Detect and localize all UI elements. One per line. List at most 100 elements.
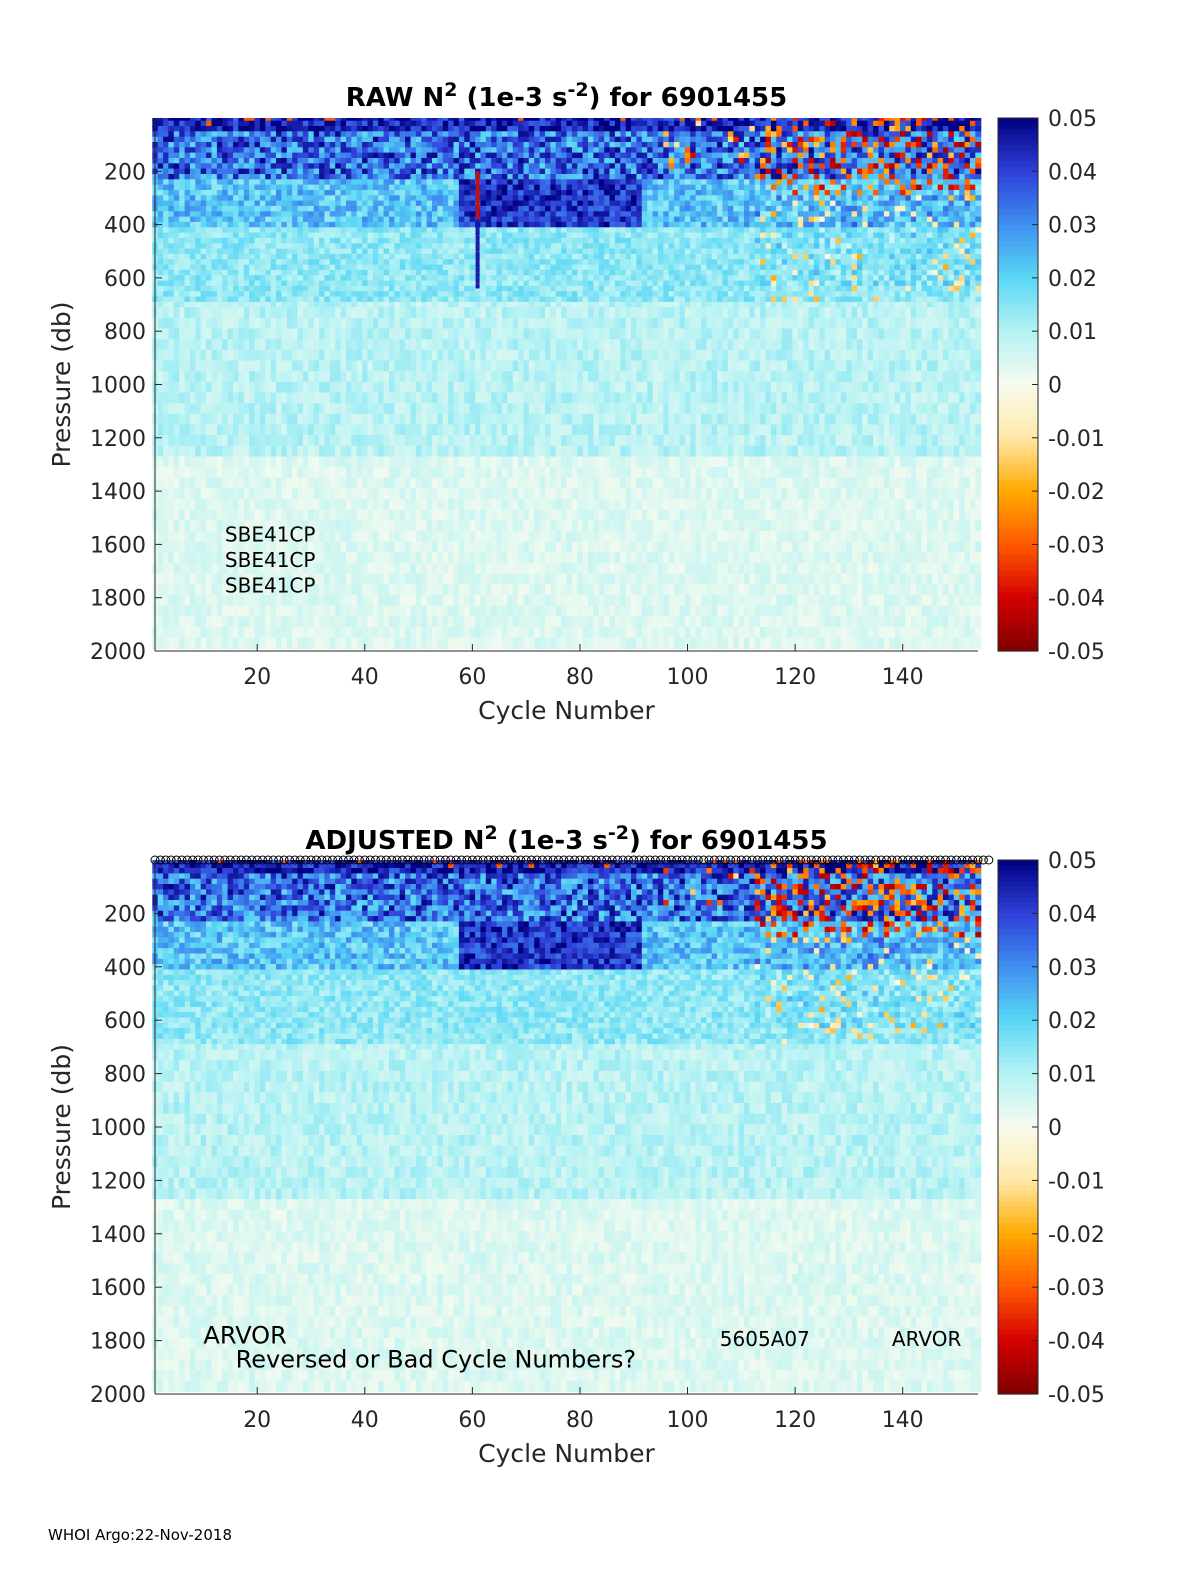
- heatmap-cell: [421, 573, 428, 585]
- heatmap-cell: [496, 371, 503, 383]
- heatmap-cell: [200, 424, 207, 436]
- heatmap-cell: [453, 445, 460, 458]
- heatmap-cell: [276, 531, 282, 543]
- heatmap-cell: [222, 269, 229, 276]
- heatmap-cell: [254, 232, 261, 239]
- heatmap-cell: [249, 126, 256, 132]
- heatmap-cell: [502, 424, 508, 436]
- heatmap-cell: [458, 371, 465, 383]
- heatmap-cell: [211, 118, 218, 122]
- heatmap-cell: [437, 488, 444, 500]
- heatmap-cell: [502, 179, 508, 186]
- heatmap-cell: [195, 573, 202, 585]
- heatmap-cell: [254, 424, 261, 436]
- heatmap-cell: [545, 131, 551, 138]
- heatmap-cell: [216, 573, 223, 585]
- heatmap-cell: [464, 147, 471, 154]
- heatmap-cell: [480, 392, 487, 404]
- heatmap-cell: [292, 163, 299, 170]
- heatmap-cell: [389, 291, 395, 298]
- heatmap-cell: [227, 381, 234, 394]
- heatmap-cell: [190, 136, 196, 143]
- heatmap-cell: [534, 307, 541, 319]
- heatmap-cell: [297, 595, 304, 607]
- heatmap-cell: [432, 264, 438, 271]
- heatmap-cell: [378, 499, 385, 511]
- heatmap-cell: [346, 243, 352, 250]
- heatmap-cell: [528, 488, 535, 500]
- heatmap-cell: [324, 435, 331, 447]
- heatmap-cell: [281, 301, 288, 308]
- heatmap-cell: [410, 296, 417, 303]
- heatmap-cell: [222, 328, 229, 340]
- heatmap-cell: [437, 291, 444, 298]
- heatmap-cell: [335, 280, 342, 287]
- heatmap-cell: [464, 573, 471, 585]
- heatmap-cell: [389, 520, 395, 532]
- heatmap-cell: [518, 403, 525, 415]
- heatmap-cell: [222, 541, 229, 553]
- heatmap-cell: [157, 616, 164, 628]
- heatmap-cell: [415, 381, 422, 394]
- heatmap-cell: [523, 259, 530, 266]
- heatmap-cell: [383, 190, 390, 196]
- heatmap-cell: [286, 179, 293, 186]
- heatmap-cell: [405, 584, 412, 596]
- heatmap-cell: [362, 216, 369, 223]
- heatmap-cell: [324, 488, 331, 500]
- heatmap-cell: [254, 552, 261, 564]
- heatmap-cell: [227, 211, 234, 218]
- heatmap-cell: [442, 339, 449, 351]
- heatmap-cell: [410, 269, 417, 276]
- heatmap-cell: [319, 541, 326, 553]
- heatmap-cell: [518, 563, 525, 575]
- heatmap-cell: [200, 339, 207, 351]
- heatmap-cell: [168, 190, 175, 196]
- heatmap-cell: [539, 158, 546, 164]
- heatmap-cell: [410, 227, 417, 234]
- heatmap-cell: [507, 200, 514, 207]
- heatmap-cell: [399, 248, 406, 255]
- heatmap-cell: [340, 520, 347, 532]
- heatmap-cell: [367, 371, 374, 383]
- heatmap-cell: [432, 179, 438, 186]
- heatmap-cell: [415, 126, 422, 132]
- heatmap-cell: [496, 205, 503, 212]
- heatmap-cell: [281, 477, 288, 490]
- heatmap-cell: [265, 280, 272, 287]
- heatmap-cell: [362, 259, 369, 266]
- heatmap-cell: [372, 163, 379, 170]
- heatmap-cell: [259, 413, 266, 426]
- heatmap-cell: [545, 142, 551, 148]
- heatmap-cell: [276, 205, 282, 212]
- heatmap-cell: [195, 259, 202, 266]
- heatmap-cell: [195, 120, 202, 127]
- heatmap-cell: [405, 573, 412, 585]
- heatmap-cell: [157, 637, 164, 649]
- heatmap-cell: [233, 488, 239, 500]
- heatmap-cell: [346, 573, 352, 585]
- heatmap-cell: [480, 147, 487, 154]
- heatmap-cell: [335, 552, 342, 564]
- heatmap-cell: [453, 200, 460, 207]
- heatmap-cell: [190, 499, 196, 511]
- heatmap-cell: [254, 280, 261, 287]
- heatmap-cell: [265, 445, 272, 458]
- heatmap-cell: [523, 301, 530, 308]
- heatmap-cell: [442, 477, 449, 490]
- heatmap-cell: [211, 147, 218, 154]
- heatmap-cell: [383, 248, 390, 255]
- heatmap-cell: [372, 248, 379, 255]
- heatmap-cell: [448, 339, 455, 351]
- heatmap-cell: [475, 152, 482, 159]
- heatmap-cell: [491, 205, 498, 212]
- heatmap-cell: [502, 195, 508, 202]
- heatmap-cell: [496, 488, 503, 500]
- heatmap-cell: [491, 637, 498, 649]
- heatmap-cell: [238, 413, 245, 426]
- heatmap-cell: [346, 349, 352, 362]
- heatmap-cell: [200, 563, 207, 575]
- heatmap-cell: [324, 118, 331, 122]
- heatmap-cell: [286, 227, 293, 234]
- heatmap-cell: [281, 467, 288, 479]
